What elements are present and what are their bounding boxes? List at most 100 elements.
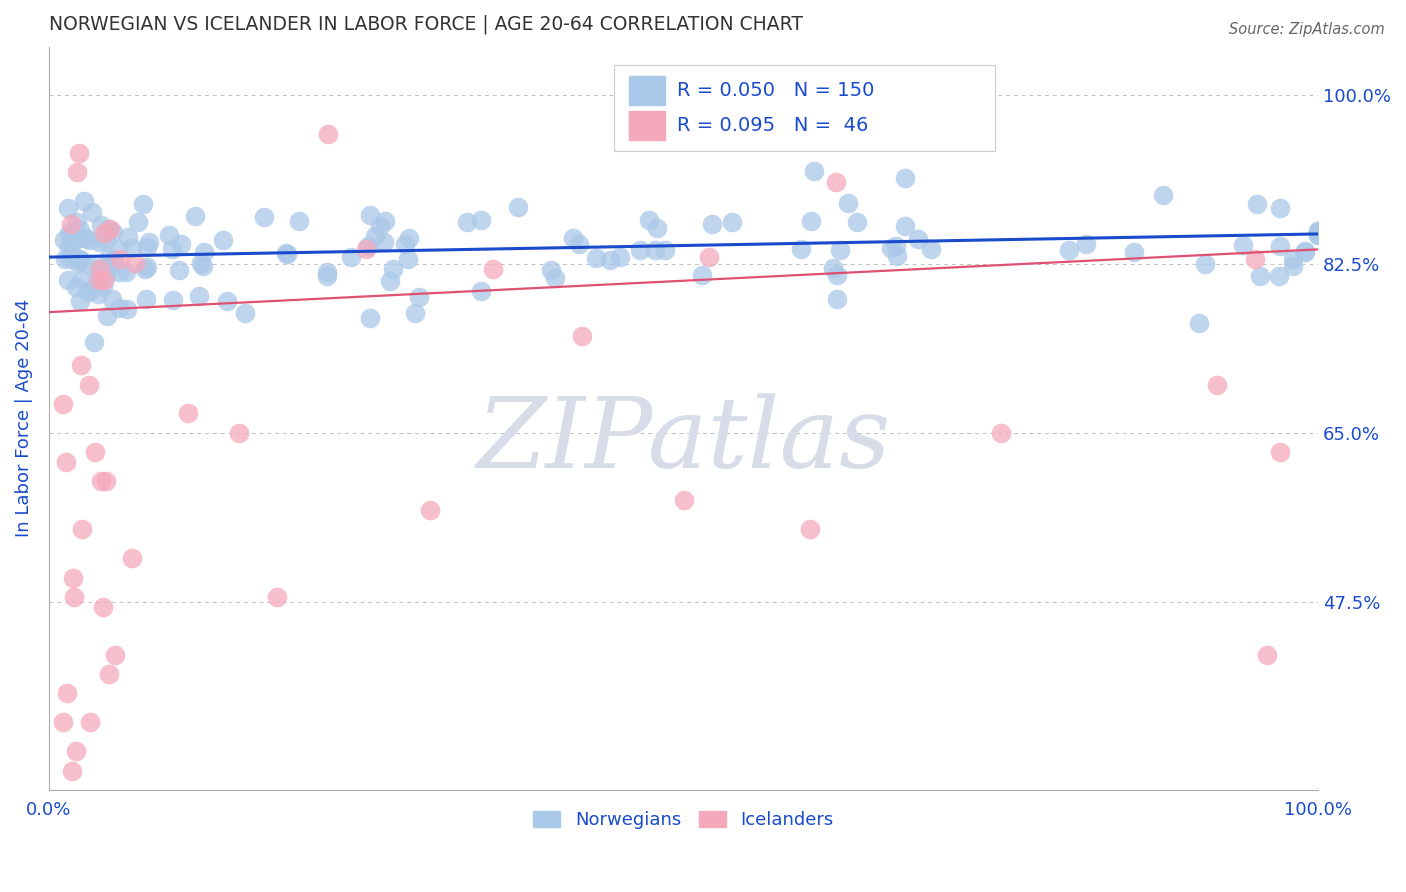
Point: [63, 250, 86, 264]
Point: [381, 261, 404, 276]
Point: [187, 289, 209, 303]
Point: [404, 306, 426, 320]
Point: [359, 310, 381, 325]
Point: [1281, 260, 1303, 274]
Point: [609, 251, 631, 265]
Point: [184, 209, 207, 223]
Point: [87, 272, 110, 286]
Point: [1308, 227, 1330, 242]
Point: [98, 257, 121, 271]
Text: Source: ZipAtlas.com: Source: ZipAtlas.com: [1229, 22, 1385, 37]
Point: [93, 227, 115, 241]
Point: [87, 262, 110, 277]
Point: [1308, 224, 1330, 238]
Point: [880, 241, 903, 255]
Point: [108, 301, 131, 316]
Point: [1268, 239, 1291, 253]
Point: [1122, 245, 1144, 260]
Point: [97, 667, 120, 681]
Text: R = 0.050   N = 150: R = 0.050 N = 150: [678, 81, 875, 100]
Point: [79, 715, 101, 730]
Point: [117, 230, 139, 244]
Point: [356, 243, 378, 257]
Point: [1243, 252, 1265, 266]
Point: [91, 278, 114, 293]
Point: [76, 285, 98, 299]
Point: [121, 241, 143, 255]
Point: [69, 253, 91, 268]
Point: [456, 215, 478, 229]
Point: [124, 256, 146, 270]
Point: [94, 474, 117, 488]
Point: [96, 310, 118, 324]
Point: [52, 234, 75, 248]
Point: [288, 213, 311, 227]
Point: [136, 260, 159, 275]
Point: [53, 252, 76, 267]
Point: [87, 273, 110, 287]
Point: [69, 223, 91, 237]
Point: [67, 145, 90, 160]
Point: [58, 226, 80, 240]
Point: [67, 252, 90, 267]
Point: [1268, 445, 1291, 459]
Point: [69, 294, 91, 309]
Point: [100, 222, 122, 236]
Point: [160, 242, 183, 256]
Point: [86, 286, 108, 301]
Text: R = 0.095   N =  46: R = 0.095 N = 46: [678, 116, 869, 135]
Point: [104, 648, 127, 662]
Point: [62, 570, 84, 584]
Point: [825, 268, 848, 283]
Point: [799, 213, 821, 227]
Point: [266, 590, 288, 604]
Point: [103, 225, 125, 239]
Text: NORWEGIAN VS ICELANDER IN LABOR FORCE | AGE 20-64 CORRELATION CHART: NORWEGIAN VS ICELANDER IN LABOR FORCE | …: [49, 15, 803, 35]
Point: [470, 213, 492, 227]
Point: [540, 262, 562, 277]
Point: [89, 262, 111, 277]
Point: [378, 275, 401, 289]
Point: [396, 252, 419, 267]
Point: [69, 358, 91, 372]
Point: [276, 246, 298, 260]
Point: [373, 235, 395, 249]
Point: [127, 215, 149, 229]
Point: [77, 233, 100, 247]
Point: [67, 252, 90, 267]
Point: [846, 215, 869, 229]
Legend: Norwegians, Icelanders: Norwegians, Icelanders: [526, 804, 841, 837]
Point: [67, 256, 90, 270]
Point: [824, 175, 846, 189]
Point: [100, 292, 122, 306]
Point: [80, 284, 103, 298]
Point: [93, 273, 115, 287]
Point: [654, 244, 676, 258]
Point: [52, 397, 75, 411]
FancyBboxPatch shape: [614, 65, 994, 151]
Point: [138, 235, 160, 249]
Point: [77, 377, 100, 392]
Point: [169, 236, 191, 251]
Point: [599, 252, 621, 267]
Point: [83, 334, 105, 349]
Point: [628, 243, 651, 257]
Point: [823, 261, 845, 276]
Point: [115, 301, 138, 316]
Point: [276, 247, 298, 261]
Point: [1246, 197, 1268, 211]
Point: [886, 249, 908, 263]
Point: [394, 236, 416, 251]
Point: [136, 240, 159, 254]
Point: [89, 235, 111, 249]
Point: [690, 268, 713, 283]
Point: [65, 744, 87, 758]
Point: [1308, 228, 1330, 243]
Point: [357, 239, 380, 253]
Point: [52, 715, 75, 730]
Point: [482, 261, 505, 276]
Point: [894, 219, 917, 233]
Point: [90, 219, 112, 233]
Point: [799, 522, 821, 536]
Point: [65, 280, 87, 294]
